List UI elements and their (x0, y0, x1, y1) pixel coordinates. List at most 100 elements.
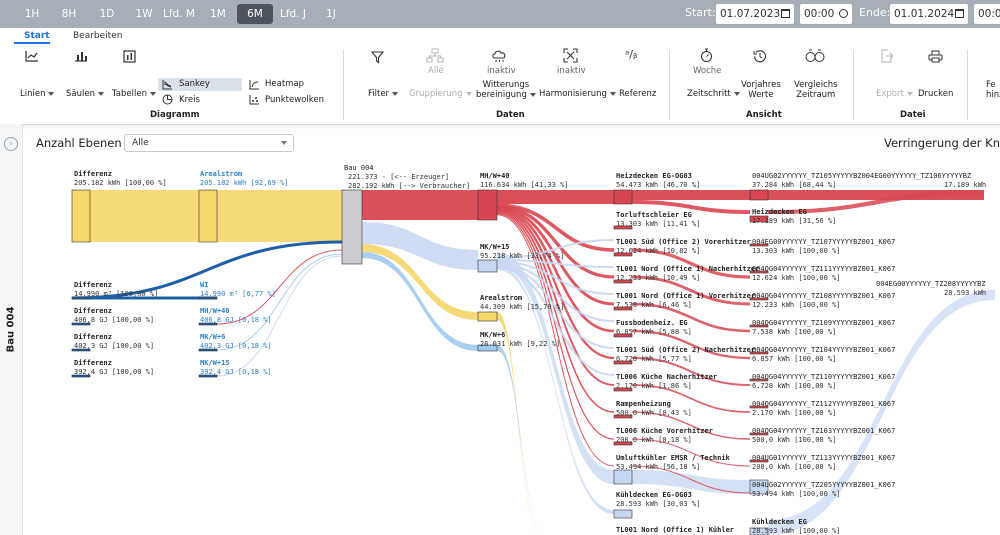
scatter-icon[interactable] (249, 94, 260, 105)
sankey-link (216, 255, 343, 377)
zeitschritt-button[interactable]: Zeitschritt (687, 89, 740, 99)
sankey-node-kuehldecken (613, 509, 633, 519)
node-value-label: 13.303 kWh [11,41 %] (616, 220, 700, 228)
range-lfd-j-button[interactable]: Lfd. J (280, 8, 306, 20)
vergleichs-zeitraum-button[interactable]: Vergleichs Zeitraum (794, 80, 838, 100)
node-name-label: Differenz (74, 359, 112, 367)
harmonize-icon[interactable] (563, 48, 578, 63)
sankey-node-consumer (613, 252, 633, 257)
node-name-label: WI (200, 281, 208, 289)
range-1w-button[interactable]: 1W (135, 8, 153, 20)
node-name-label: 004EG00YYYYYY_TZ208YYYYYBZ (876, 280, 986, 288)
node-value-label: 6.728 kWh [100,00 %] (752, 382, 836, 390)
tab-bearbeiten[interactable]: Bearbeiten (73, 31, 123, 41)
ratio-icon[interactable]: ᵃ/ᵦ (625, 48, 638, 61)
node-value-label: 44.309 kWh [15,70 %] (480, 303, 564, 311)
end-date-value: 01.01.2024 (894, 8, 955, 20)
sankey-link (496, 265, 615, 349)
clock-icon[interactable] (839, 9, 848, 18)
range-lfd-m-button[interactable]: Lfd. M (163, 8, 195, 20)
range-8h-button[interactable]: 8H (61, 8, 77, 20)
drucken-button[interactable]: Drucken (918, 89, 954, 99)
node-value-label: 6.728 kWh [5,77 %] (616, 355, 692, 363)
sankey-node-meter (749, 324, 769, 328)
range-6m-button[interactable]: 6M (237, 4, 273, 24)
history-icon[interactable] (753, 49, 767, 63)
filter-button[interactable]: Filter (368, 89, 399, 99)
range-1m-button[interactable]: 1M (210, 8, 226, 20)
heatmap-icon[interactable] (249, 79, 260, 90)
filter-icon[interactable] (371, 51, 384, 64)
sankey-link (216, 253, 343, 351)
start-time-input[interactable]: 00:00 (800, 4, 852, 24)
heatmap-button[interactable]: Heatmap (265, 79, 305, 89)
node-name-label: Fussbodenheiz. EG (616, 319, 688, 327)
compare-stopwatch-icon[interactable] (805, 49, 825, 63)
line-chart-icon[interactable] (25, 50, 39, 62)
end-time-input[interactable]: 00:00 (974, 4, 1000, 24)
start-date-input[interactable]: 01.07.2023 (716, 4, 794, 24)
sankey-node-small (198, 296, 218, 300)
ribbon-divider (343, 50, 344, 120)
node-value-label: 392,4 GJ [0,18 %] (200, 368, 272, 376)
levels-select[interactable]: Alle (124, 134, 294, 152)
node-name-label: 004OG04YYYYYY_TZ110YYYYYBZ001_K067 (752, 373, 895, 381)
sankey-node-heizdecken (613, 189, 633, 205)
export-icon[interactable] (880, 49, 893, 63)
export-button[interactable]: Export (876, 89, 913, 99)
sankey-link (496, 213, 615, 440)
range-1d-button[interactable]: 1D (99, 8, 115, 20)
table-icon[interactable] (123, 50, 136, 63)
sankey-node-small (198, 374, 218, 378)
node-value-label: 208,0 kWh [100,00 %] (752, 463, 836, 471)
sankey-node-small (198, 322, 218, 326)
tabellen-label: Tabellen (112, 89, 147, 99)
punktewolken-button[interactable]: Punktewolken (265, 95, 324, 105)
range-1h-button[interactable]: 1H (24, 8, 40, 20)
sankey-link (497, 252, 614, 484)
cut-off-button[interactable]: Fehinz (986, 80, 1000, 100)
bar-chart-icon[interactable] (74, 50, 88, 62)
node-name-label: MK/W+6 (200, 333, 225, 341)
harmonisierung-button[interactable]: Harmonisierung (539, 89, 616, 99)
filter-label: Filter (368, 89, 390, 99)
node-value-label: 500,0 kWh [0,43 %] (616, 409, 692, 417)
gruppierung-button[interactable]: Gruppierung (409, 89, 472, 99)
linien-button[interactable]: Linien (20, 89, 55, 99)
referenz-button[interactable]: Referenz (619, 89, 657, 99)
saeulen-button[interactable]: Säulen (66, 89, 104, 99)
node-name-label: Differenz (74, 281, 112, 289)
node-name-label: MK/W+15 (480, 243, 510, 251)
range-1j-button[interactable]: 1J (326, 8, 336, 20)
pie-chart-icon[interactable] (162, 94, 173, 105)
tabellen-button[interactable]: Tabellen (112, 89, 156, 99)
witterungsbereinigung-button[interactable]: Witterungs bereinigung (476, 80, 536, 100)
weather-icon[interactable] (491, 48, 508, 63)
calendar-icon[interactable] (955, 9, 964, 18)
sankey-link (497, 345, 545, 535)
printer-icon[interactable] (928, 50, 943, 63)
tab-start[interactable]: Start (24, 31, 50, 41)
expand-chevron-icon[interactable]: › (4, 137, 18, 151)
sankey-link (496, 214, 615, 467)
vorjahres-label-2: Werte (748, 90, 774, 100)
sankey-node-004ug02-tz205 (749, 479, 769, 495)
node-value-label: 406,8 GJ [0,18 %] (200, 316, 272, 324)
node-name-label: Arealstrom (200, 170, 242, 178)
node-value-label: 221.373 - [<-- Erzeuger] (348, 173, 449, 181)
kreis-button[interactable]: Kreis (179, 95, 200, 105)
node-value-label: 28.593 kWh (944, 289, 986, 297)
end-date-input[interactable]: 01.01.2024 (890, 4, 968, 24)
witterung-label-1: Witterungs (482, 80, 530, 90)
end-label: Ende: (859, 6, 891, 19)
vergleichs-label-1: Vergleichs (794, 80, 838, 90)
vorjahres-werte-button[interactable]: Vorjahres Werte (741, 80, 781, 100)
sankey-icon[interactable] (162, 79, 173, 90)
sankey-link (768, 290, 995, 535)
group-datei-label: Datei (900, 110, 926, 120)
node-value-label: 14.990 m³ [6,77 %] (200, 290, 276, 298)
hierarchy-icon (426, 48, 444, 63)
stopwatch-icon[interactable] (700, 48, 713, 63)
sankey-button[interactable]: Sankey (179, 79, 210, 89)
calendar-icon[interactable] (781, 9, 790, 18)
